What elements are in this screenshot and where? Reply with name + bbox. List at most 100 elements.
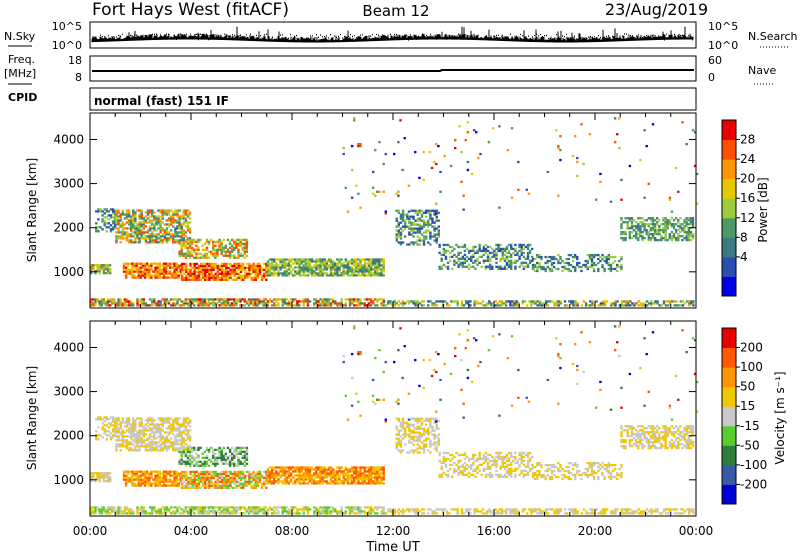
heatmap-cell bbox=[513, 304, 516, 307]
heatmap-cell bbox=[167, 472, 170, 475]
heatmap-cell bbox=[653, 219, 657, 222]
heatmap-cell bbox=[576, 255, 579, 259]
heatmap-cell bbox=[197, 480, 201, 483]
heatmap-cell bbox=[191, 478, 194, 482]
heatmap-cell bbox=[321, 510, 324, 513]
heatmap-cell bbox=[641, 302, 645, 305]
heatmap-cell bbox=[160, 268, 164, 271]
heatmap-cell bbox=[134, 241, 137, 244]
heatmap-cell bbox=[672, 234, 676, 238]
heatmap-cell bbox=[186, 254, 190, 257]
heatmap-cell bbox=[153, 223, 156, 226]
heatmap-cell bbox=[588, 253, 592, 257]
colorbar-segment bbox=[722, 237, 736, 258]
heatmap-cell bbox=[403, 223, 407, 226]
heatmap-cell bbox=[201, 480, 205, 483]
heatmap-cell bbox=[315, 272, 318, 275]
heatmap-cell bbox=[526, 243, 530, 247]
heatmap-cell bbox=[273, 274, 276, 277]
heatmap-cell bbox=[614, 512, 617, 515]
heatmap-cell bbox=[597, 512, 600, 515]
heatmap-cell bbox=[605, 259, 608, 263]
heatmap-cell bbox=[210, 266, 213, 270]
heatmap-cell bbox=[315, 476, 318, 479]
heatmap-cell bbox=[150, 262, 153, 265]
heatmap-cell bbox=[357, 274, 360, 277]
heatmap-cell bbox=[658, 229, 661, 232]
heatmap-cell bbox=[367, 298, 371, 301]
heatmap-cell bbox=[467, 267, 471, 270]
heatmap-cell bbox=[189, 482, 192, 485]
heatmap-cell bbox=[306, 510, 310, 513]
heatmap-cell bbox=[237, 272, 241, 275]
heatmap-cell bbox=[361, 270, 364, 273]
heatmap-cell bbox=[321, 258, 324, 261]
heatmap-cell bbox=[241, 254, 244, 257]
heatmap-cell bbox=[460, 180, 463, 184]
heatmap-cell bbox=[557, 253, 560, 257]
heatmap-cell bbox=[359, 298, 362, 301]
heatmap-cell bbox=[325, 508, 329, 511]
heatmap-cell bbox=[216, 302, 219, 305]
heatmap-cell bbox=[154, 266, 157, 269]
heatmap-cell bbox=[444, 257, 448, 260]
heatmap-cell bbox=[162, 484, 166, 487]
heatmap-cell bbox=[127, 268, 130, 271]
heatmap-cell bbox=[433, 302, 436, 305]
heatmap-cell bbox=[507, 259, 511, 262]
heatmap-cell bbox=[329, 272, 333, 275]
heatmap-cell bbox=[547, 512, 550, 515]
heatmap-cell bbox=[252, 264, 255, 268]
heatmap-cell bbox=[155, 241, 158, 244]
heatmap-cell bbox=[317, 510, 320, 513]
heatmap-cell bbox=[140, 213, 143, 216]
heatmap-cell bbox=[191, 506, 194, 509]
heatmap-cell bbox=[239, 254, 242, 257]
heatmap-cell bbox=[177, 474, 180, 477]
heatmap-cell bbox=[115, 512, 118, 515]
heatmap-cell bbox=[639, 512, 643, 515]
heatmap-cell bbox=[220, 298, 223, 301]
heatmap-cell bbox=[410, 223, 413, 226]
heatmap-cell bbox=[435, 237, 438, 240]
heatmap-cell bbox=[222, 268, 226, 272]
heatmap-cell bbox=[325, 300, 329, 303]
heatmap-cell bbox=[340, 262, 343, 265]
heatmap-cell bbox=[570, 508, 573, 511]
heatmap-cell bbox=[113, 298, 116, 301]
heatmap-cell bbox=[191, 486, 194, 489]
heatmap-cell bbox=[418, 243, 422, 246]
heatmap-cell bbox=[201, 244, 204, 247]
heatmap-cell bbox=[210, 272, 213, 275]
heatmap-cell bbox=[113, 510, 116, 513]
heatmap-cell bbox=[197, 482, 201, 485]
heatmap-cell bbox=[346, 470, 350, 473]
heatmap-cell bbox=[142, 221, 146, 224]
heatmap-cell bbox=[658, 304, 661, 307]
heatmap-cell bbox=[108, 272, 112, 275]
heatmap-cell bbox=[367, 468, 371, 471]
heatmap-cell bbox=[171, 272, 174, 275]
heatmap-cell bbox=[199, 476, 203, 480]
heatmap-cell bbox=[281, 304, 284, 307]
heatmap-cell bbox=[656, 508, 659, 511]
heatmap-cell bbox=[270, 274, 274, 277]
heatmap-cell bbox=[184, 219, 188, 222]
heatmap-cell bbox=[664, 233, 667, 236]
heatmap-cell bbox=[173, 276, 176, 279]
heatmap-cell bbox=[285, 470, 289, 473]
heatmap-cell bbox=[538, 253, 541, 257]
heatmap-cell bbox=[273, 260, 276, 263]
heatmap-cell bbox=[154, 274, 157, 277]
heatmap-cell bbox=[129, 272, 132, 275]
heatmap-cell bbox=[186, 252, 190, 255]
heatmap-cell bbox=[620, 257, 623, 261]
heatmap-cell bbox=[277, 480, 280, 483]
heatmap-cell bbox=[143, 478, 147, 481]
heatmap-cell bbox=[127, 510, 131, 513]
heatmap-cell bbox=[559, 300, 563, 303]
heatmap-cell bbox=[108, 508, 112, 511]
heatmap-cell bbox=[403, 219, 407, 222]
heatmap-cell bbox=[528, 300, 531, 303]
heatmap-cell bbox=[374, 470, 377, 473]
